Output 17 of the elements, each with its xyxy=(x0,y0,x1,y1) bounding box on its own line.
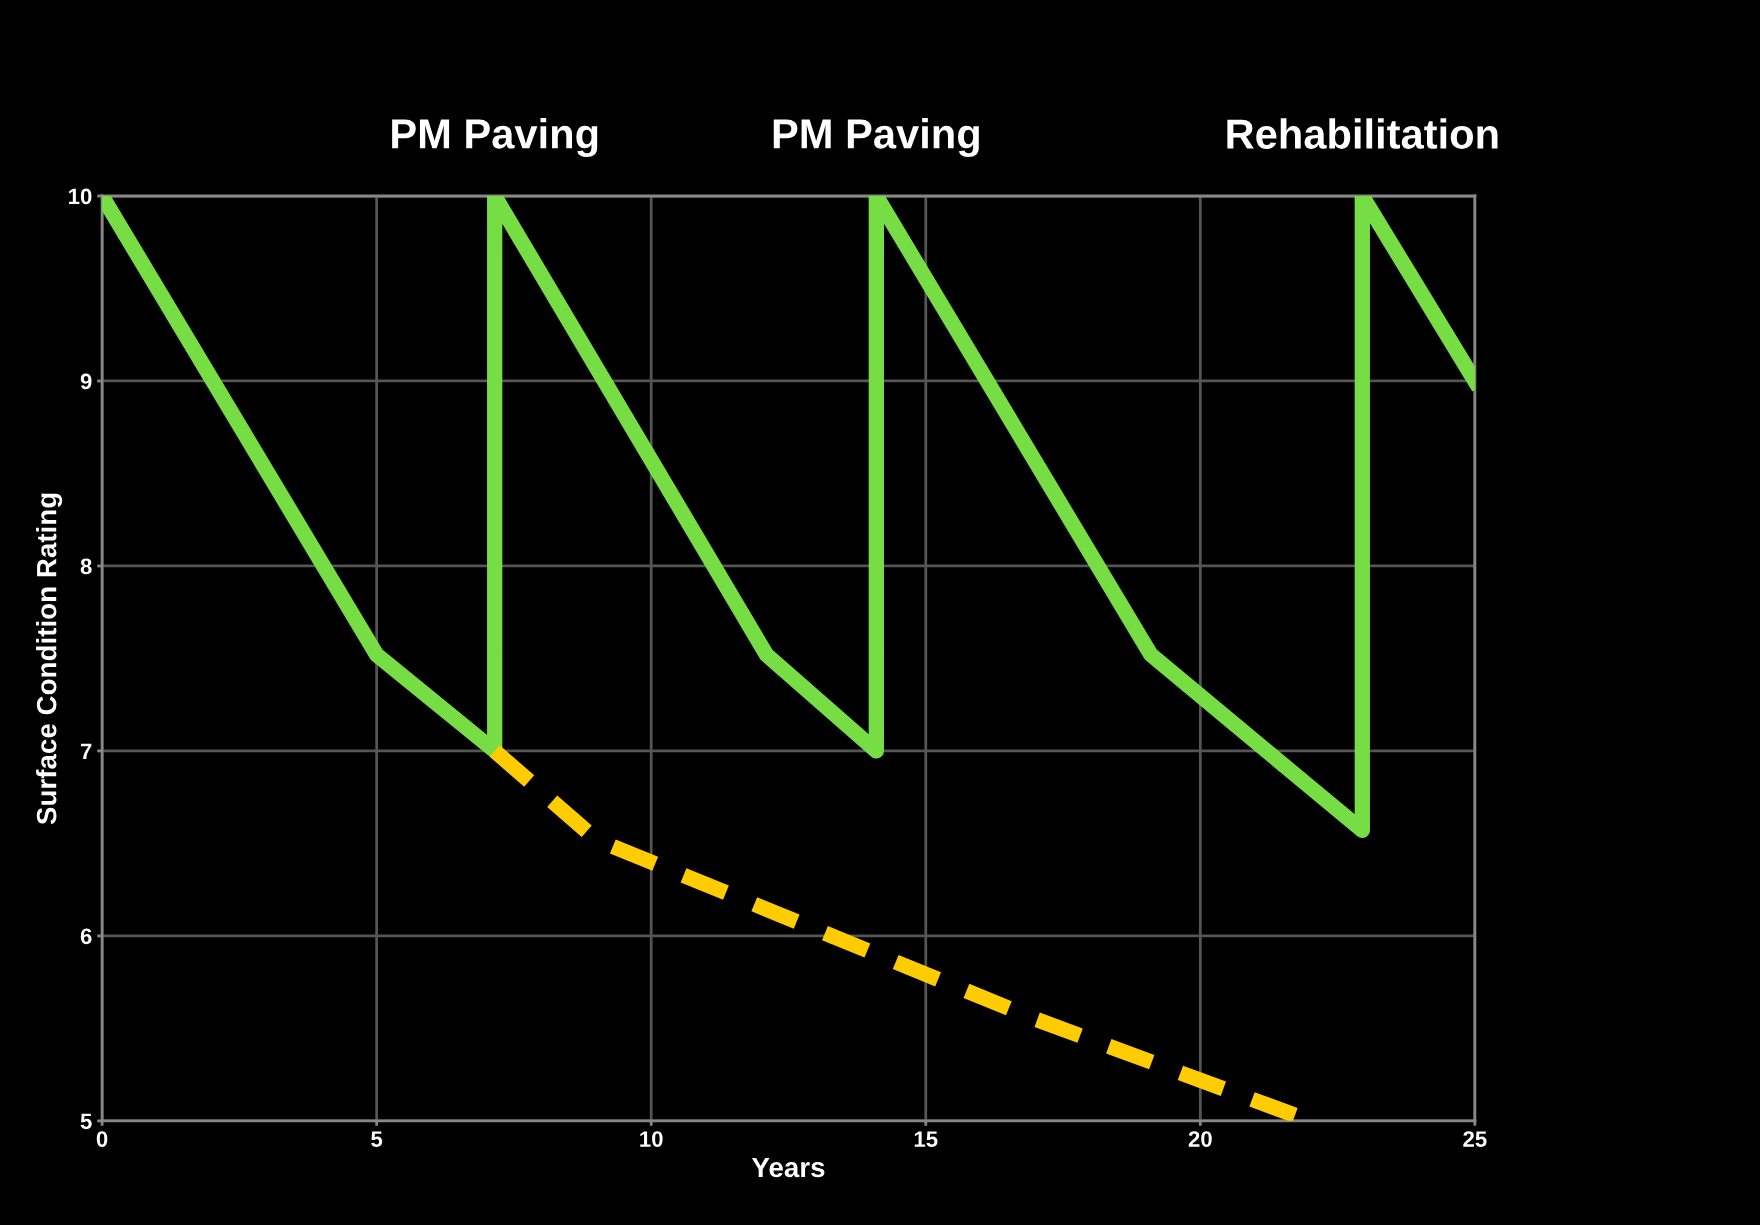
x-axis-title: Years xyxy=(751,1157,825,1178)
x-tick-label: 25 xyxy=(1463,1131,1487,1147)
x-tick-label: 10 xyxy=(640,1131,663,1147)
x-tick-label: 15 xyxy=(914,1131,938,1147)
annotation: PM Paving xyxy=(392,118,598,158)
y-axis-title: Surface Condition Rating xyxy=(36,493,63,825)
annotation: Rehabilitation xyxy=(1227,118,1498,149)
annotation: PM Paving xyxy=(773,118,979,158)
y-tick-label: 9 xyxy=(80,373,92,390)
y-tick-label: 6 xyxy=(80,928,92,945)
y-tick-label: 10 xyxy=(69,188,92,205)
x-tick-label: 0 xyxy=(96,1131,108,1147)
y-tick-label: 8 xyxy=(80,558,92,575)
y-tick-label: 5 xyxy=(80,1113,92,1130)
x-tick-label: 5 xyxy=(371,1131,383,1147)
y-tick-label: 7 xyxy=(80,743,92,759)
x-tick-label: 20 xyxy=(1188,1131,1212,1147)
